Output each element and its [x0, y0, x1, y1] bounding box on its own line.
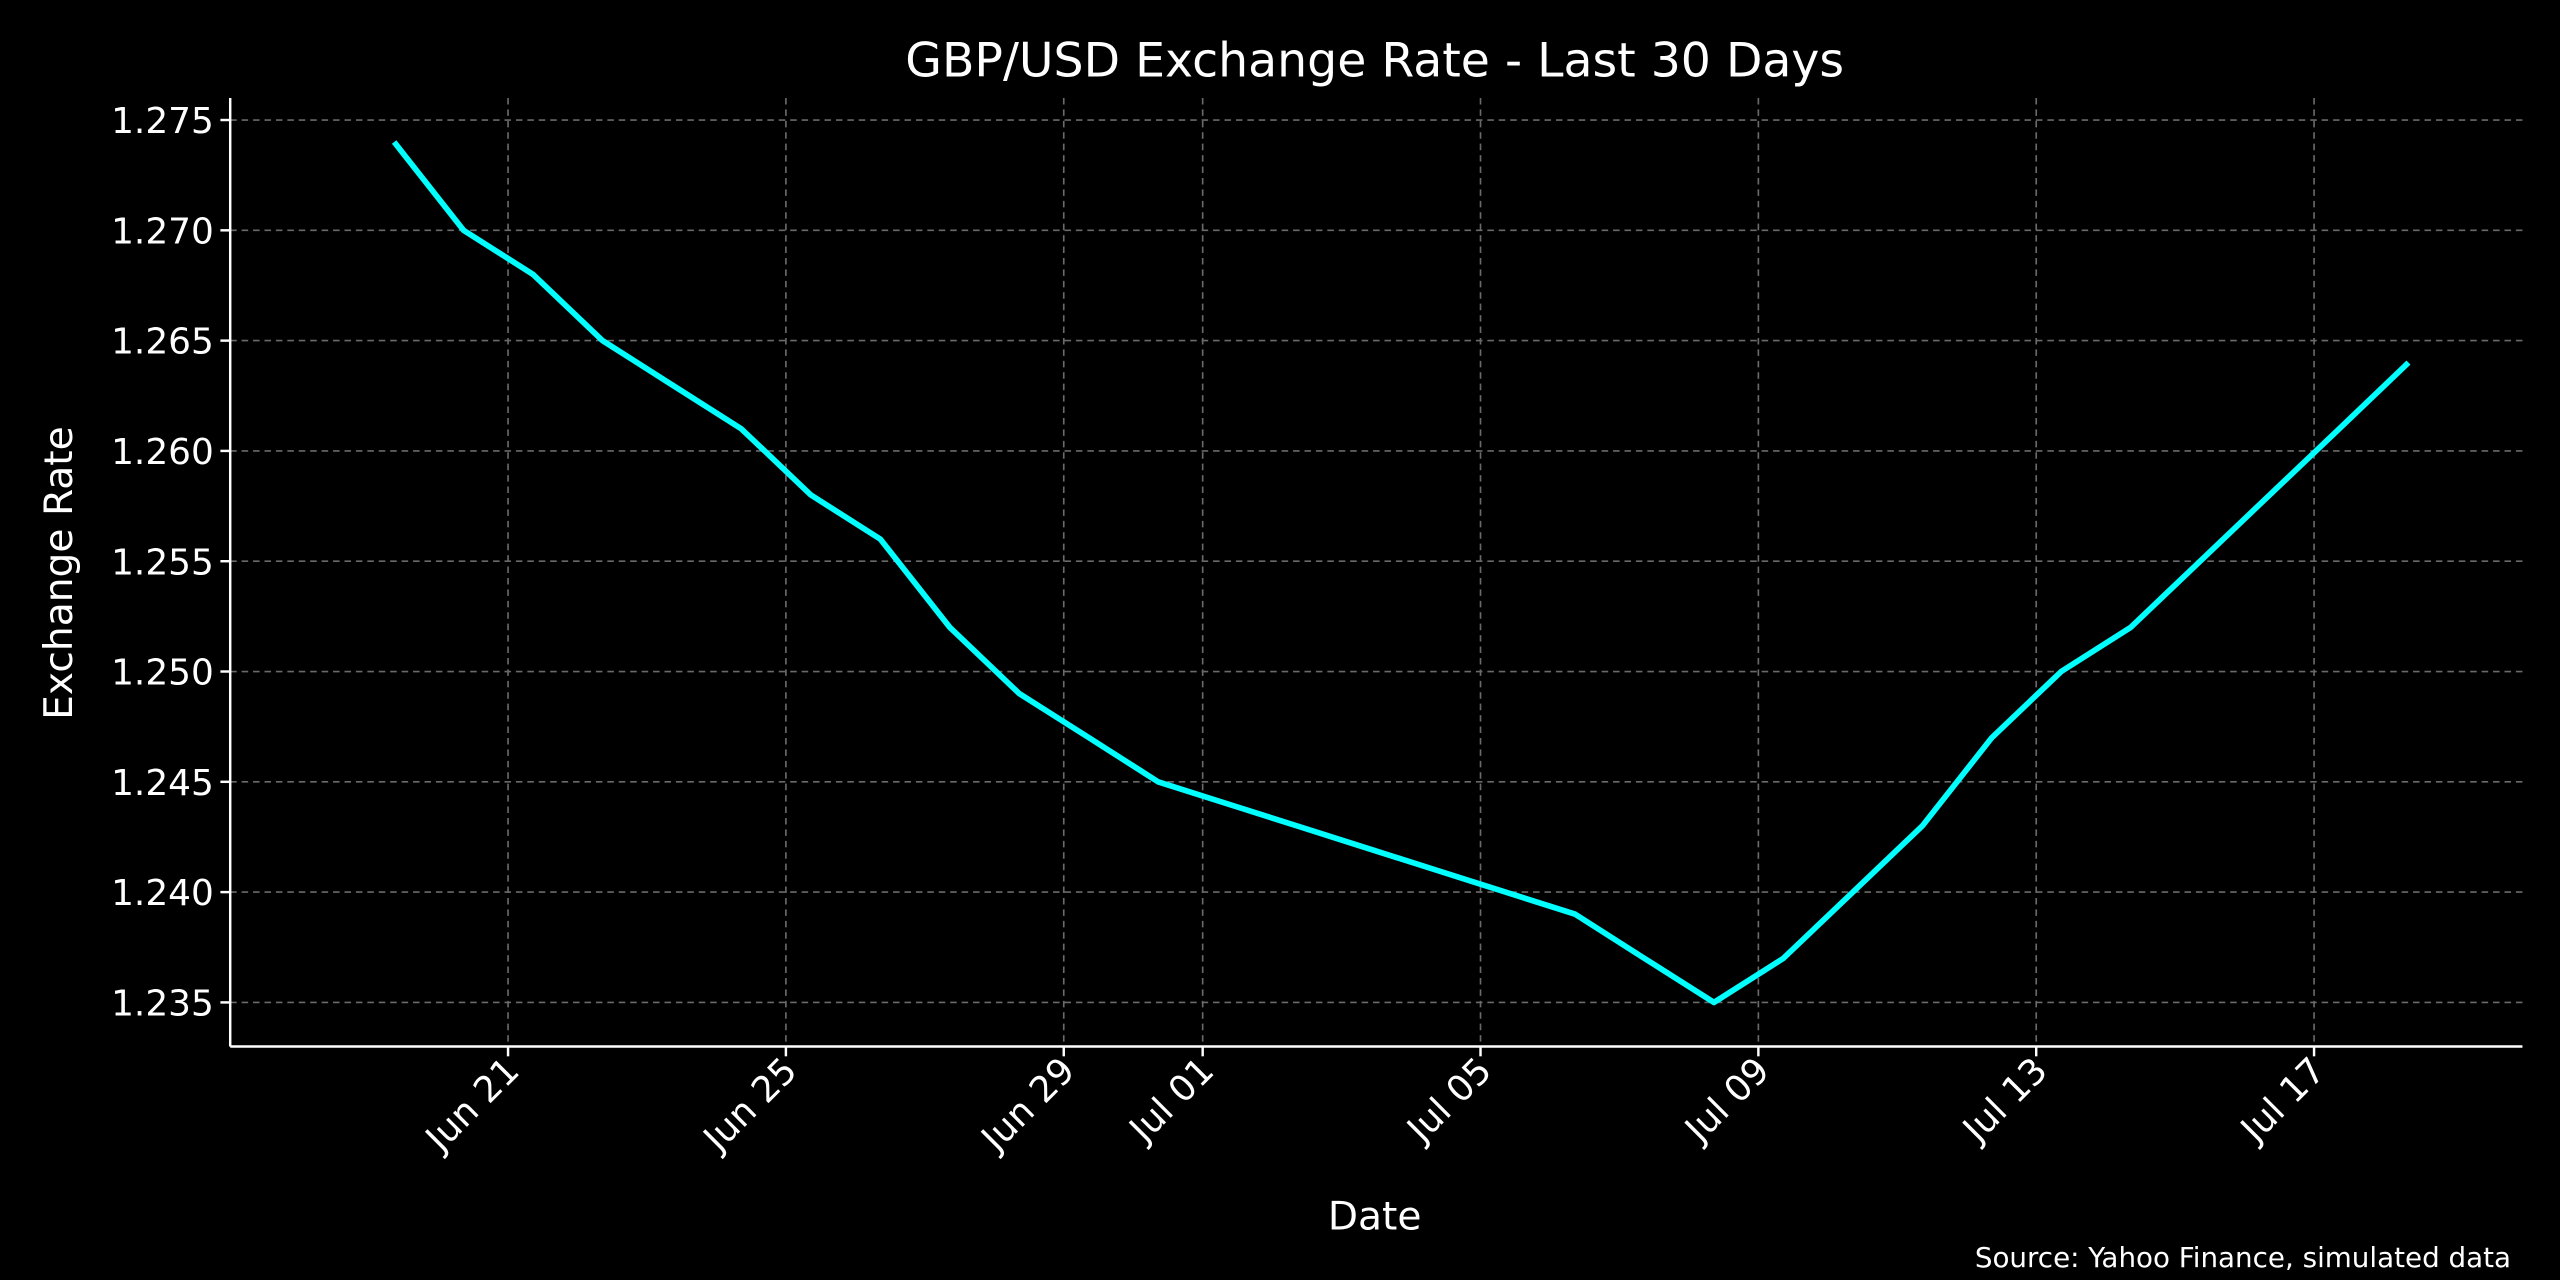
y-axis-label: Exchange Rate: [37, 426, 82, 720]
source-note: Source: Yahoo Finance, simulated data: [1975, 1241, 2511, 1274]
chart-title: GBP/USD Exchange Rate - Last 30 Days: [905, 34, 1844, 89]
x-axis-label: Date: [1328, 1194, 1422, 1239]
y-tick-label: 1.275: [111, 101, 214, 142]
y-tick-label: 1.265: [111, 322, 214, 363]
series-line: [391, 140, 2411, 1006]
y-tick-label: 1.245: [111, 763, 214, 804]
y-tick-label: 1.255: [111, 542, 214, 583]
y-tick-label: 1.240: [111, 873, 214, 914]
y-tick-label: 1.235: [111, 983, 214, 1024]
y-tick-label: 1.250: [111, 653, 214, 694]
y-tick-label: 1.260: [111, 432, 214, 473]
y-tick-label: 1.270: [111, 211, 214, 252]
